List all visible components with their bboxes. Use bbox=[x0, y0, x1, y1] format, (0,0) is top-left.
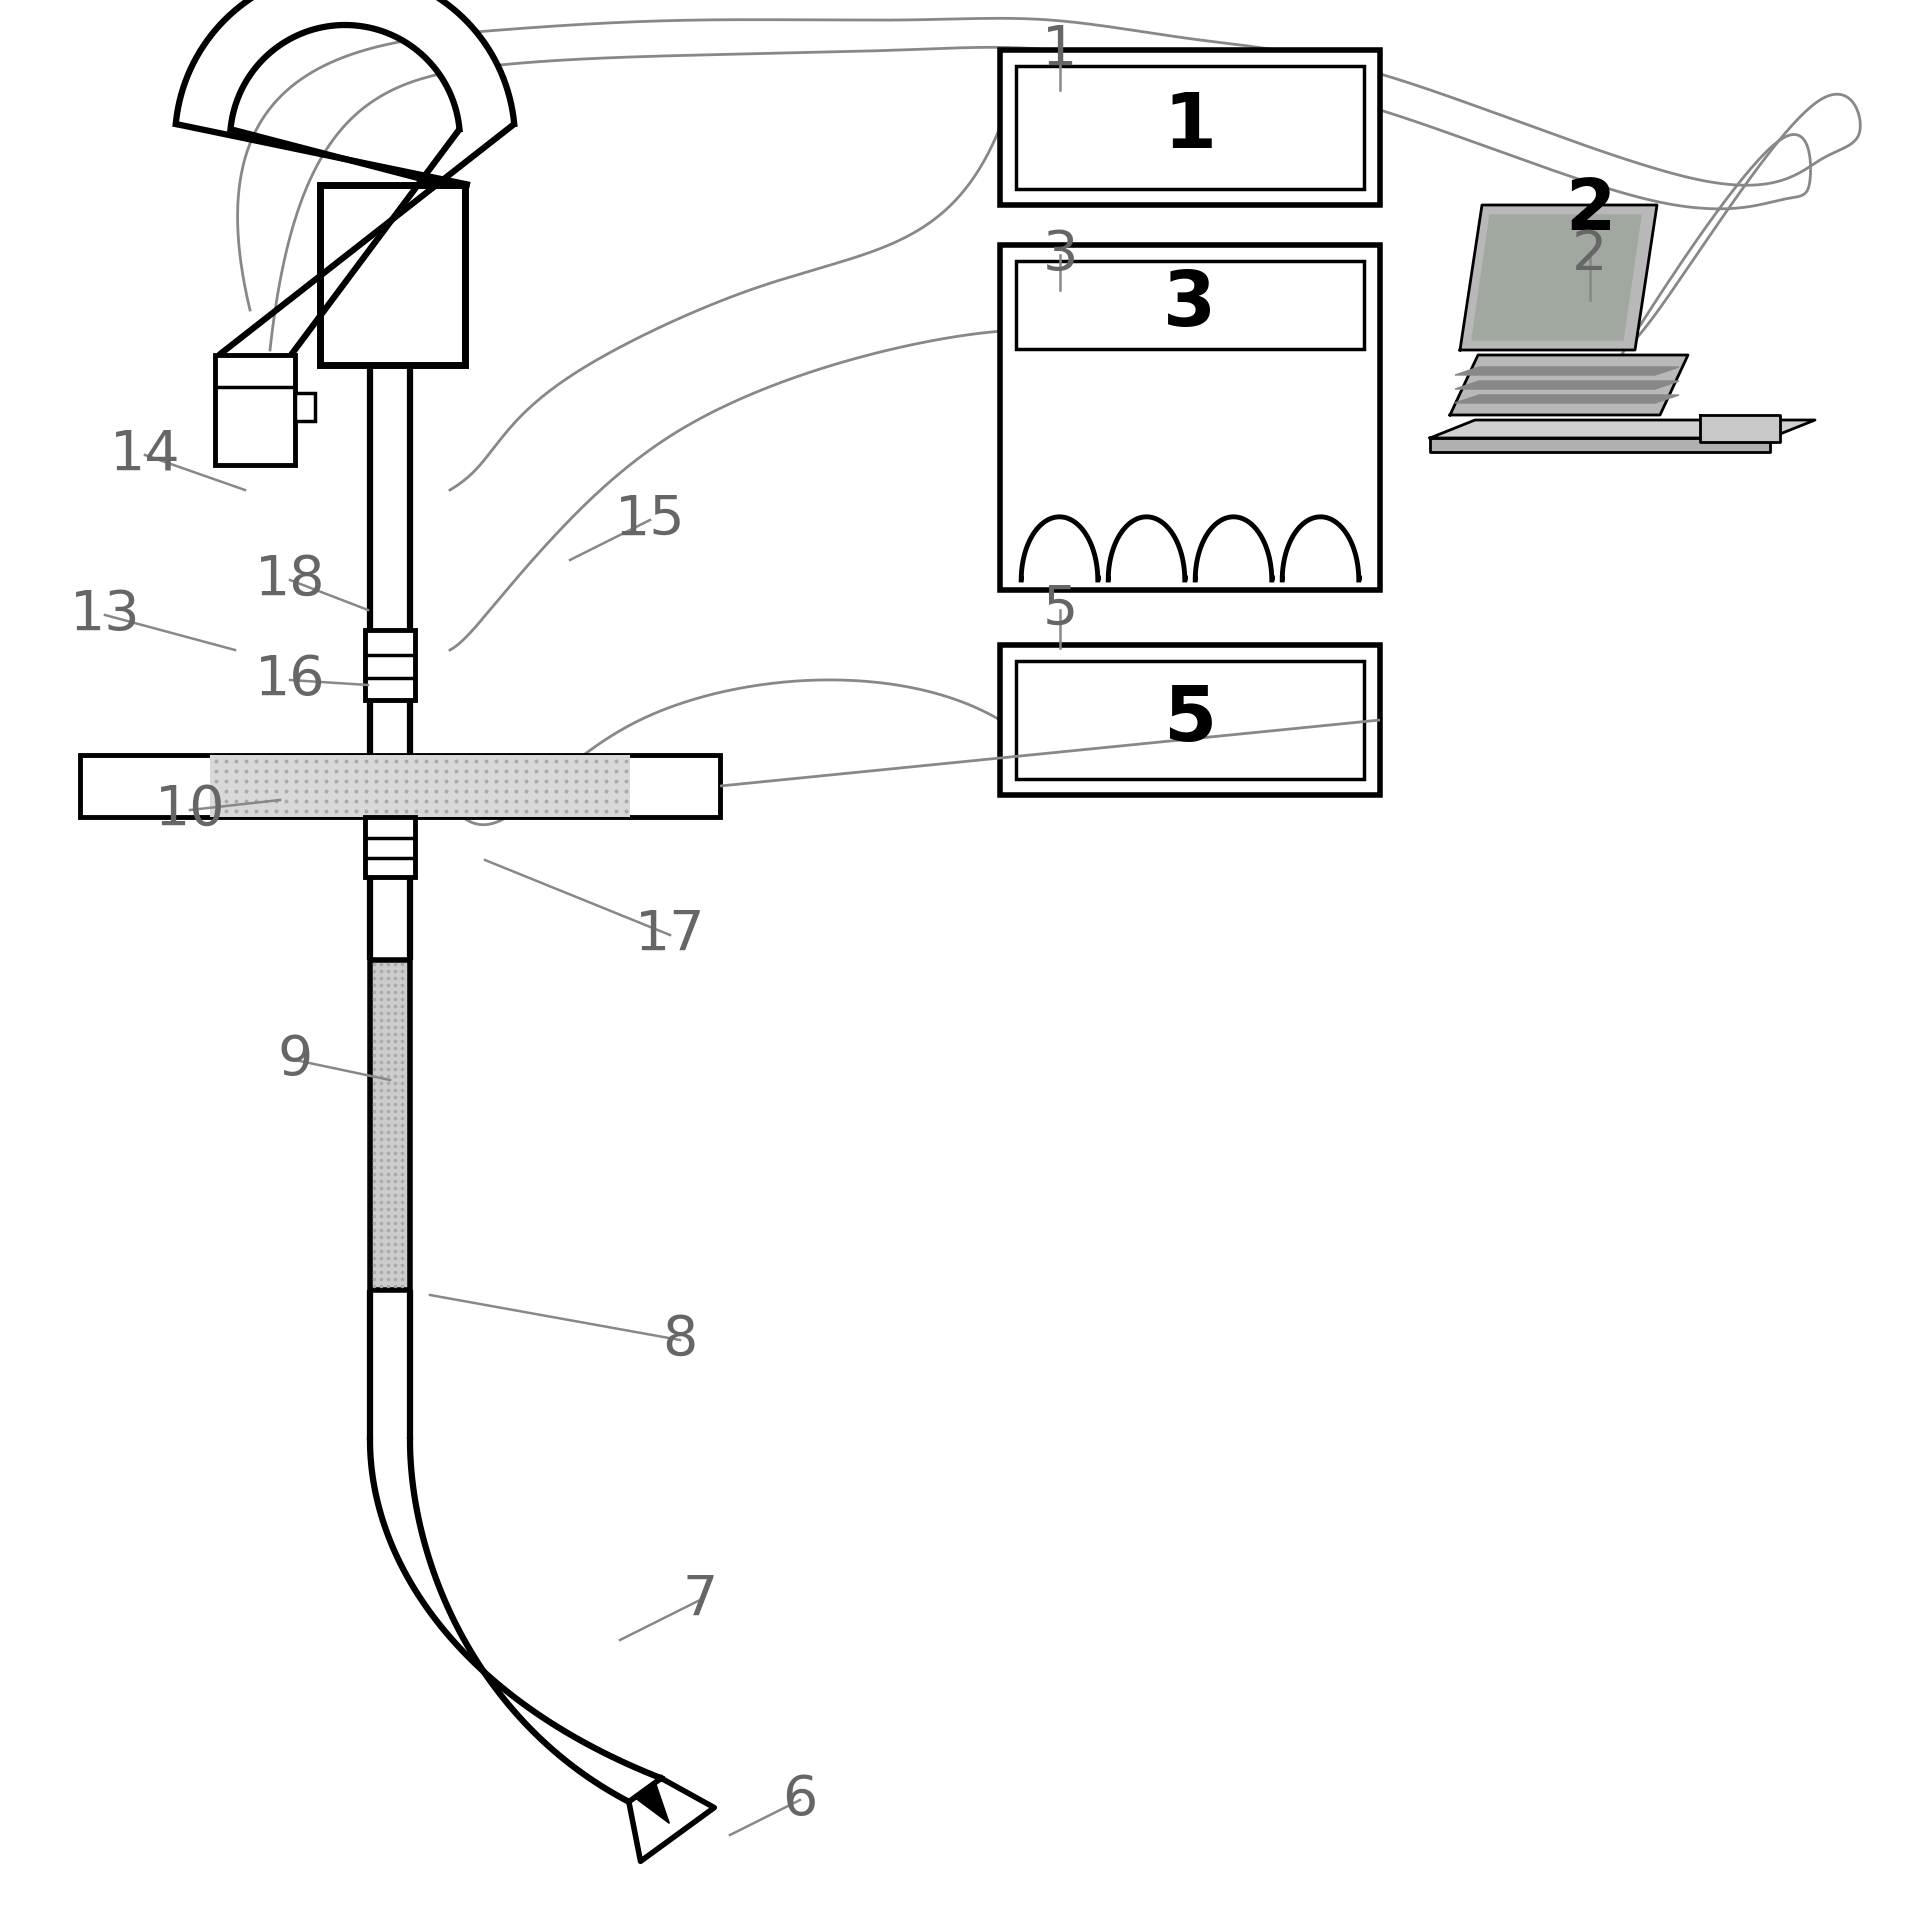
Text: 2: 2 bbox=[1566, 176, 1616, 245]
Polygon shape bbox=[1454, 394, 1679, 404]
Polygon shape bbox=[1429, 421, 1815, 438]
Polygon shape bbox=[1450, 356, 1689, 415]
Polygon shape bbox=[634, 1783, 669, 1823]
Polygon shape bbox=[628, 1779, 715, 1861]
Text: 8: 8 bbox=[663, 1312, 697, 1368]
Text: 5: 5 bbox=[1043, 583, 1078, 637]
Bar bbox=[365, 817, 415, 876]
Bar bbox=[209, 756, 630, 817]
Polygon shape bbox=[175, 0, 515, 130]
Polygon shape bbox=[371, 1440, 661, 1802]
Text: 10: 10 bbox=[156, 782, 225, 838]
Bar bbox=[296, 392, 315, 421]
Text: 2: 2 bbox=[1571, 228, 1608, 281]
Bar bbox=[321, 186, 465, 365]
Text: 16: 16 bbox=[255, 652, 325, 708]
Text: 9: 9 bbox=[277, 1033, 313, 1087]
Bar bbox=[1016, 662, 1364, 779]
Bar bbox=[1001, 50, 1379, 205]
Text: 5: 5 bbox=[1164, 683, 1216, 758]
Text: 6: 6 bbox=[782, 1773, 818, 1827]
Bar bbox=[371, 960, 409, 1289]
Text: 18: 18 bbox=[255, 553, 325, 606]
Bar bbox=[365, 629, 415, 700]
Bar bbox=[1001, 245, 1379, 589]
Text: 13: 13 bbox=[69, 587, 140, 643]
Polygon shape bbox=[1429, 438, 1769, 451]
Polygon shape bbox=[1460, 205, 1658, 350]
Bar bbox=[1016, 260, 1364, 348]
Bar bbox=[1016, 67, 1364, 189]
Text: 14: 14 bbox=[109, 429, 181, 482]
Text: 1: 1 bbox=[1043, 23, 1078, 77]
Bar bbox=[1001, 645, 1379, 796]
Polygon shape bbox=[1471, 214, 1641, 341]
Polygon shape bbox=[1454, 381, 1679, 388]
Text: 1: 1 bbox=[1164, 90, 1216, 165]
Bar bbox=[81, 756, 720, 817]
Text: 3: 3 bbox=[1043, 228, 1078, 281]
Polygon shape bbox=[1454, 367, 1679, 375]
Text: 15: 15 bbox=[615, 494, 686, 547]
Polygon shape bbox=[1700, 415, 1781, 442]
Text: 7: 7 bbox=[682, 1572, 718, 1626]
Text: 3: 3 bbox=[1164, 268, 1216, 342]
Bar bbox=[215, 356, 296, 465]
Text: 17: 17 bbox=[634, 909, 705, 962]
